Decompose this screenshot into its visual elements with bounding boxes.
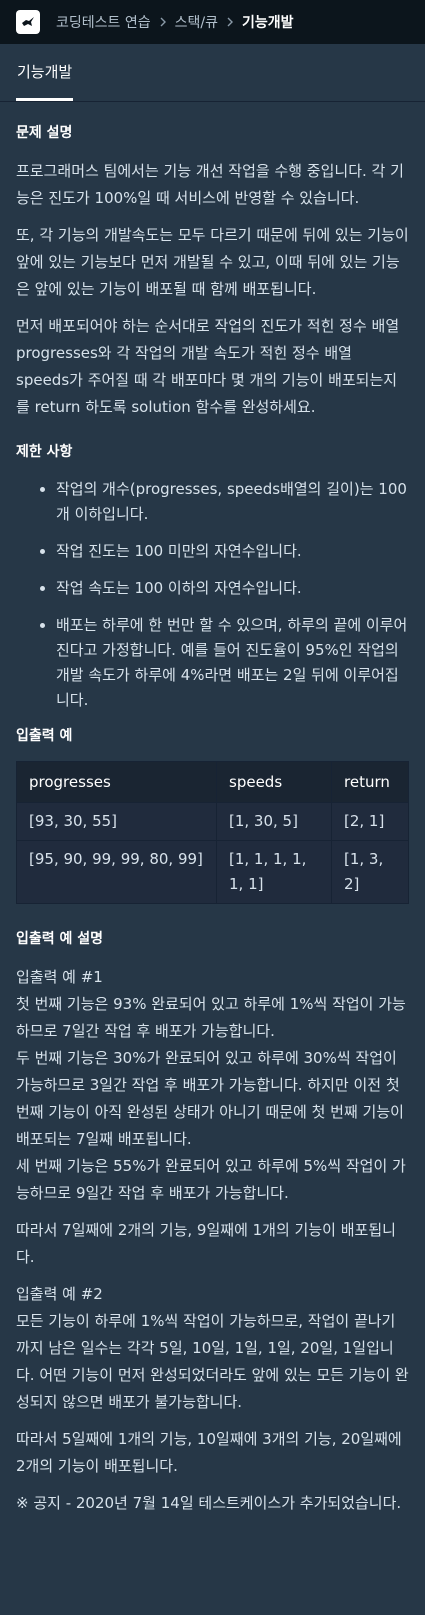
examples-table: progresses speeds return [93, 30, 55] [1…: [16, 761, 409, 904]
examples-heading: 입출력 예: [16, 728, 73, 744]
breadcrumb-current-problem: 기능개발: [241, 15, 294, 31]
table-header-row: progresses speeds return: [16, 761, 409, 803]
breadcrumb-stack-queue[interactable]: 스택/큐: [174, 15, 218, 31]
problem-paragraph: 또, 각 기능의 개발속도는 모두 다르기 때문에 뒤에 있는 기능이 앞에 있…: [16, 226, 409, 298]
breadcrumb-coding-test[interactable]: 코딩테스트 연습: [56, 15, 151, 31]
example1-conclusion: 따라서 7일째에 2개의 기능, 9일째에 1개의 기능이 배포됩니다.: [16, 1221, 396, 1266]
tab-problem[interactable]: 기능개발: [16, 44, 74, 101]
column-header-progresses: progresses: [16, 761, 217, 803]
top-navigation-bar: 코딩테스트 연습 스택/큐 기능개발: [0, 0, 425, 44]
explanation-heading: 입출력 예 설명: [16, 931, 104, 947]
constraint-item: 작업 진도는 100 미만의 자연수입니다.: [56, 539, 409, 564]
table-cell: [1, 30, 5]: [216, 802, 332, 841]
explanation-line: 세 번째 기능은 55%가 완료되어 있고 하루에 5%씩 작업이 가능하므로 …: [16, 1157, 406, 1202]
constraints-list: 작업의 개수(progresses, speeds배열의 길이)는 100개 이…: [16, 477, 409, 713]
problem-paragraph: 프로그래머스 팀에서는 기능 개선 작업을 수행 중입니다. 각 기능은 진도가…: [16, 162, 404, 207]
example1-title: 입출력 예 #1: [16, 968, 103, 986]
explanation-line: 모든 기능이 하루에 1%씩 작업이 가능하므로, 작업이 끝나기까지 남은 일…: [16, 1312, 409, 1411]
table-row: [93, 30, 55] [1, 30, 5] [2, 1]: [16, 802, 409, 841]
table-cell: [93, 30, 55]: [16, 802, 217, 841]
problem-content: 문제 설명 프로그래머스 팀에서는 기능 개선 작업을 수행 중입니다. 각 기…: [0, 102, 425, 1517]
notice-text: ※ 공지 - 2020년 7월 14일 테스트케이스가 추가되었습니다.: [16, 1494, 402, 1512]
column-header-speeds: speeds: [216, 761, 332, 803]
chevron-right-icon: [226, 16, 234, 28]
explanation-line: 두 번째 기능은 30%가 완료되어 있고 하루에 30%씩 작업이 가능하므로…: [16, 1049, 404, 1148]
explanation-line: 첫 번째 기능은 93% 완료되어 있고 하루에 1%씩 작업이 가능하므로 7…: [16, 995, 406, 1040]
example2-title: 입출력 예 #2: [16, 1285, 103, 1303]
example2-explanation: 입출력 예 #2 모든 기능이 하루에 1%씩 작업이 가능하므로, 작업이 끝…: [16, 1281, 409, 1416]
constraints-heading: 제한 사항: [16, 444, 73, 460]
programmers-logo-icon[interactable]: [16, 10, 40, 34]
table-row: [95, 90, 99, 99, 80, 99] [1, 1, 1, 1, 1,…: [16, 840, 409, 904]
example1-explanation: 입출력 예 #1 첫 번째 기능은 93% 완료되어 있고 하루에 1%씩 작업…: [16, 964, 409, 1207]
table-cell: [95, 90, 99, 99, 80, 99]: [16, 840, 217, 904]
table-cell: [2, 1]: [331, 802, 409, 841]
tab-bar: 기능개발: [0, 44, 425, 102]
example2-conclusion: 따라서 5일째에 1개의 기능, 10일째에 3개의 기능, 20일째에 2개의…: [16, 1430, 402, 1475]
chevron-right-icon: [159, 16, 167, 28]
constraint-item: 배포는 하루에 한 번만 할 수 있으며, 하루의 끝에 이루어진다고 가정합니…: [56, 613, 409, 713]
constraint-item: 작업의 개수(progresses, speeds배열의 길이)는 100개 이…: [56, 477, 409, 527]
column-header-return: return: [331, 761, 409, 803]
problem-description-heading: 문제 설명: [16, 125, 73, 141]
constraint-item: 작업 속도는 100 이하의 자연수입니다.: [56, 576, 409, 601]
table-cell: [1, 3, 2]: [331, 840, 409, 904]
problem-paragraph: 먼저 배포되어야 하는 순서대로 작업의 진도가 적힌 정수 배열 progre…: [16, 317, 400, 416]
table-cell: [1, 1, 1, 1, 1, 1]: [216, 840, 332, 904]
